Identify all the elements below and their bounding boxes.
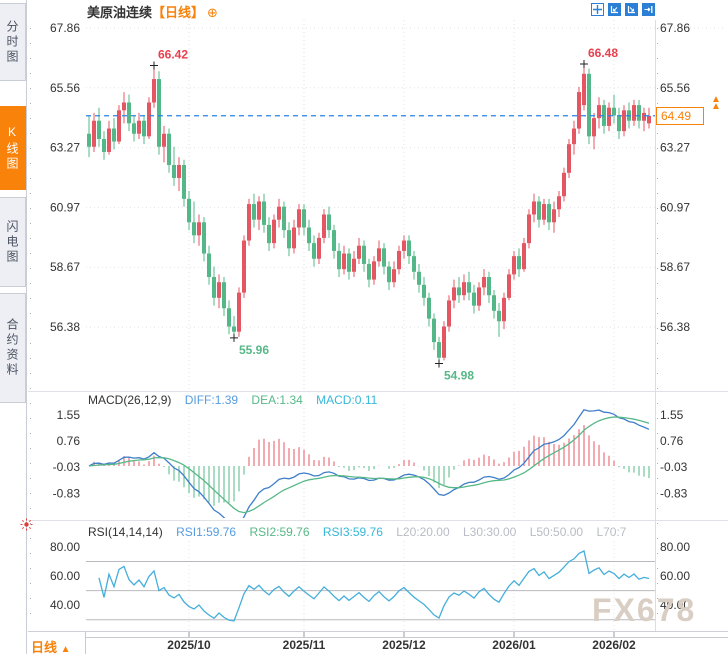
svg-text:2025/10: 2025/10 [167, 638, 211, 652]
sidebar-item-kline-chart[interactable]: K线图 [0, 106, 26, 190]
svg-text:0.76: 0.76 [660, 434, 684, 448]
svg-text:67.86: 67.86 [50, 21, 80, 35]
macd-macd-value: MACD:0.11 [316, 393, 378, 407]
svg-text:60.00: 60.00 [50, 569, 80, 583]
jump-latest-icon[interactable] [642, 3, 655, 16]
chart-next-icon[interactable] [625, 3, 638, 16]
price-up-arrows-icon: ▲ ▲ [708, 94, 724, 112]
rsi-header: RSI(14,14,14) RSI1:59.76 RSI2:59.76 RSI3… [88, 525, 636, 539]
indicator-alert-icon [20, 518, 33, 531]
svg-text:58.67: 58.67 [50, 260, 80, 274]
svg-text:1.55: 1.55 [660, 408, 684, 422]
svg-text:2026/01: 2026/01 [492, 638, 536, 652]
current-price-tag: 64.49 [656, 107, 704, 125]
timeframe-dropdown-icon: ▲ [60, 644, 71, 654]
svg-text:40.00: 40.00 [50, 598, 80, 612]
rsi-l30-level: L30:30.00 [462, 525, 517, 539]
svg-text:66.42: 66.42 [158, 48, 188, 62]
svg-text:1.55: 1.55 [57, 408, 81, 422]
macd-title: MACD(26,12,9) [88, 393, 172, 407]
svg-text:63.27: 63.27 [660, 141, 690, 155]
sidebar-item-label: 闪电图 [5, 219, 19, 265]
svg-text:60.97: 60.97 [660, 200, 690, 214]
sidebar-item-label: K线图 [5, 124, 19, 172]
svg-text:55.96: 55.96 [239, 343, 269, 357]
chart-toolbar [591, 3, 655, 16]
macd-diff-value: DIFF:1.39 [184, 393, 239, 407]
rsi-l20-level: L20:20.00 [396, 525, 450, 539]
panel-separators [28, 20, 728, 654]
price-axis-labels: 67.86 67.86 65.56 65.56 63.27 63.27 60.97 60.97… [50, 21, 690, 612]
x-axis-labels: 2025/10 2025/11 2025/12 2026/01 2026/02 [167, 632, 636, 652]
sidebar-item-contract-info[interactable]: 合约资料 [0, 293, 26, 403]
timeframe-label: 日线 [31, 640, 58, 654]
svg-text:65.56: 65.56 [50, 81, 80, 95]
timeframe-selector[interactable]: 日线 ▲ [31, 637, 71, 654]
candle-layer [87, 63, 651, 364]
svg-text:60.97: 60.97 [50, 200, 80, 214]
svg-text:2026/02: 2026/02 [592, 638, 636, 652]
svg-text:40.00: 40.00 [660, 598, 690, 612]
svg-text:67.86: 67.86 [660, 21, 690, 35]
svg-text:80.00: 80.00 [660, 540, 690, 554]
svg-text:56.38: 56.38 [660, 320, 690, 334]
macd-layer [88, 409, 650, 518]
period-label: 【日线】 [152, 5, 205, 20]
svg-text:-0.83: -0.83 [53, 486, 81, 500]
macd-dea-value: DEA:1.34 [251, 393, 303, 407]
chart-type-sidebar: 分时图 K线图 闪电图 合约资料 [0, 0, 27, 654]
svg-text:54.98: 54.98 [444, 368, 474, 382]
sidebar-item-label: 分时图 [5, 19, 19, 65]
svg-text:58.67: 58.67 [660, 260, 690, 274]
rsi1-value: RSI1:59.76 [176, 525, 237, 539]
svg-text:66.48: 66.48 [588, 46, 618, 60]
svg-text:56.38: 56.38 [50, 320, 80, 334]
rsi2-value: RSI2:59.76 [249, 525, 310, 539]
svg-text:-0.03: -0.03 [660, 460, 688, 474]
chart-title: 美原油连续【日线】 ⊕ [87, 2, 218, 21]
annotation-layer: 66.42 66.48 55.96 54.98 [150, 46, 618, 382]
rsi-l70-level: L70:7 [596, 525, 627, 539]
crosshair-icon[interactable] [591, 3, 604, 16]
svg-text:2025/12: 2025/12 [382, 638, 426, 652]
add-indicator-icon[interactable]: ⊕ [207, 5, 218, 20]
chart-prev-icon[interactable] [608, 3, 621, 16]
up-triangle-icon: ▲ [711, 94, 721, 105]
svg-text:-0.83: -0.83 [660, 486, 688, 500]
sidebar-item-label: 合约资料 [5, 318, 19, 378]
macd-header: MACD(26,12,9) DIFF:1.39 DEA:1.34 MACD:0.… [88, 393, 387, 407]
svg-text:-0.03: -0.03 [53, 460, 81, 474]
svg-text:2025/11: 2025/11 [283, 638, 326, 652]
svg-text:63.27: 63.27 [50, 141, 80, 155]
rsi3-value: RSI3:59.76 [322, 525, 383, 539]
svg-text:80.00: 80.00 [50, 540, 80, 554]
rsi-title: RSI(14,14,14) [88, 525, 163, 539]
rsi-l50-level: L50:50.00 [529, 525, 584, 539]
up-triangle-icon: ▲ [711, 101, 721, 112]
rsi-layer [98, 550, 650, 622]
svg-text:65.56: 65.56 [660, 81, 690, 95]
sidebar-item-time-chart[interactable]: 分时图 [0, 3, 26, 81]
sidebar-item-lightning-chart[interactable]: 闪电图 [0, 197, 26, 287]
svg-text:0.76: 0.76 [57, 434, 81, 448]
symbol-name: 美原油连续 [87, 5, 153, 20]
svg-text:60.00: 60.00 [660, 569, 690, 583]
